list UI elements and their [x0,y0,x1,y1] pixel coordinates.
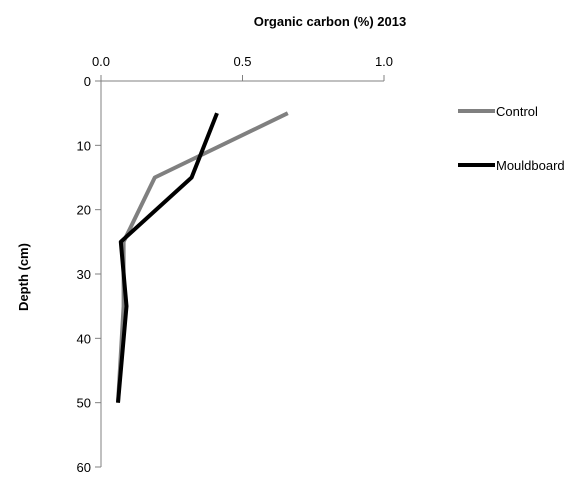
y-tick-label: 40 [77,331,91,346]
x-axis-title: Organic carbon (%) 2013 [254,14,406,29]
legend: Control Mouldboard [458,104,565,173]
series-line-mouldboard [116,112,219,403]
legend-label-control: Control [496,104,538,119]
x-tick-label: 0.5 [233,54,251,69]
y-tick-label: 30 [77,267,91,282]
y-tick-label: 0 [84,74,91,89]
series-lines [116,111,289,403]
y-axis-title: Depth (cm) [16,243,31,311]
x-tick-label: 0.0 [92,54,110,69]
y-tick-label: 20 [77,203,91,218]
axes: 0.0 0.5 1.0 0 10 20 30 40 50 60 [77,54,394,475]
y-tick-label: 60 [77,460,91,473]
legend-label-mouldboard: Mouldboard [496,158,565,173]
y-tick-label: 50 [77,396,91,411]
x-tick-label: 1.0 [375,54,393,69]
series-line-control [116,111,289,403]
y-tick-label: 10 [77,138,91,153]
